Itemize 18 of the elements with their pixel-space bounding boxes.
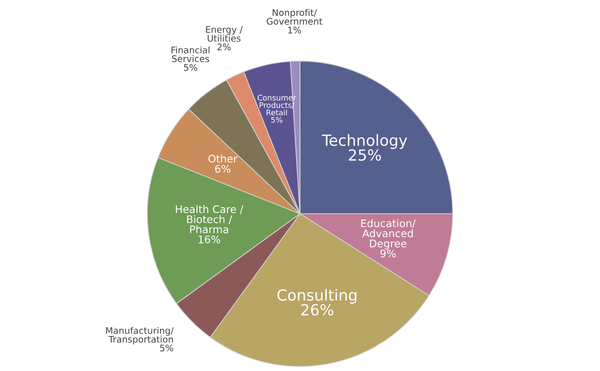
slice-label: Other: [208, 154, 238, 163]
slice-label: Nonprofit/ Government: [266, 8, 322, 25]
data-label: 9%: [380, 250, 396, 258]
data-label: 1%: [288, 26, 302, 34]
slice-label: Energy / Utilities: [206, 26, 243, 42]
slice-label: Technology: [322, 134, 408, 149]
slice-label: Consulting: [277, 288, 356, 304]
data-label: 5%: [160, 344, 174, 352]
slice-label: Manufacturing/ Transportation: [106, 326, 174, 344]
slice-label: Health Care / Biotech / Pharma: [176, 205, 244, 234]
data-label: 16%: [198, 235, 220, 244]
data-label: 5%: [184, 64, 198, 71]
slice-label: Education/ Advanced Degree: [361, 219, 416, 250]
data-label: 25%: [348, 149, 381, 161]
data-label: 6%: [215, 164, 230, 173]
data-label: 26%: [301, 304, 334, 316]
data-label: 2%: [217, 44, 231, 50]
slice-label: Financial Services: [172, 46, 210, 62]
